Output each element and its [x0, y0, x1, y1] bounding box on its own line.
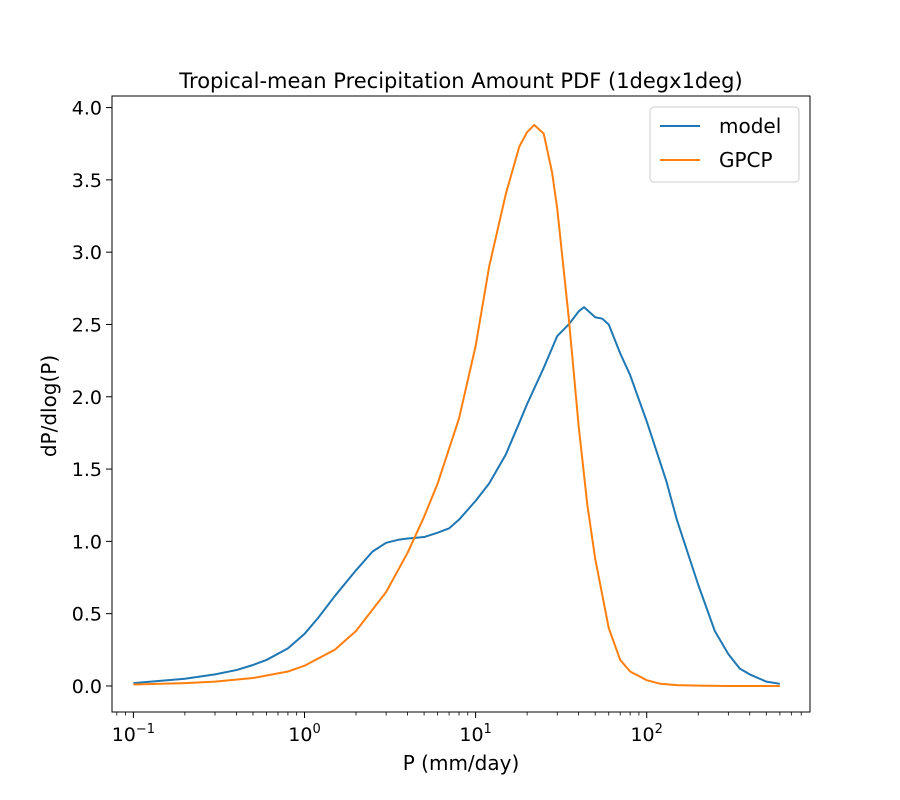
- y-axis-label: dP/dlog(P): [37, 355, 61, 457]
- x-axis-label: P (mm/day): [403, 751, 520, 775]
- series-layer: [133, 123, 781, 687]
- x-tick-label: 10−1: [112, 722, 155, 746]
- y-tick-label: 2.5: [72, 314, 102, 336]
- chart-title: Tropical-mean Precipitation Amount PDF (…: [178, 69, 742, 93]
- series-line-model: [133, 306, 781, 685]
- plot-area: [111, 95, 811, 713]
- y-tick-label: 4.0: [72, 98, 102, 120]
- y-tick-label: 0.0: [72, 676, 102, 698]
- y-tick-label: 3.5: [72, 170, 102, 192]
- x-axis: 10−1 100 101 102: [112, 712, 802, 746]
- y-tick-label: 3.0: [72, 242, 102, 264]
- legend: model GPCP: [649, 106, 800, 183]
- x-tick-label: 100: [288, 722, 320, 746]
- y-tick-label: 2.0: [72, 387, 102, 409]
- legend-label-gpcp: GPCP: [719, 148, 773, 172]
- axes-frame: [111, 95, 811, 713]
- x-tick-label: 102: [630, 722, 662, 746]
- x-tick-label: 101: [459, 722, 491, 746]
- y-tick-label: 1.0: [72, 531, 102, 553]
- y-tick-label: 0.5: [72, 604, 102, 626]
- series-line-gpcp: [133, 123, 780, 687]
- y-tick-label: 1.5: [72, 459, 102, 481]
- legend-label-model: model: [719, 114, 781, 138]
- y-axis: 0.0 0.5 1.0 1.5 2.0 2.5 3.0 3.5 4.0: [72, 98, 112, 698]
